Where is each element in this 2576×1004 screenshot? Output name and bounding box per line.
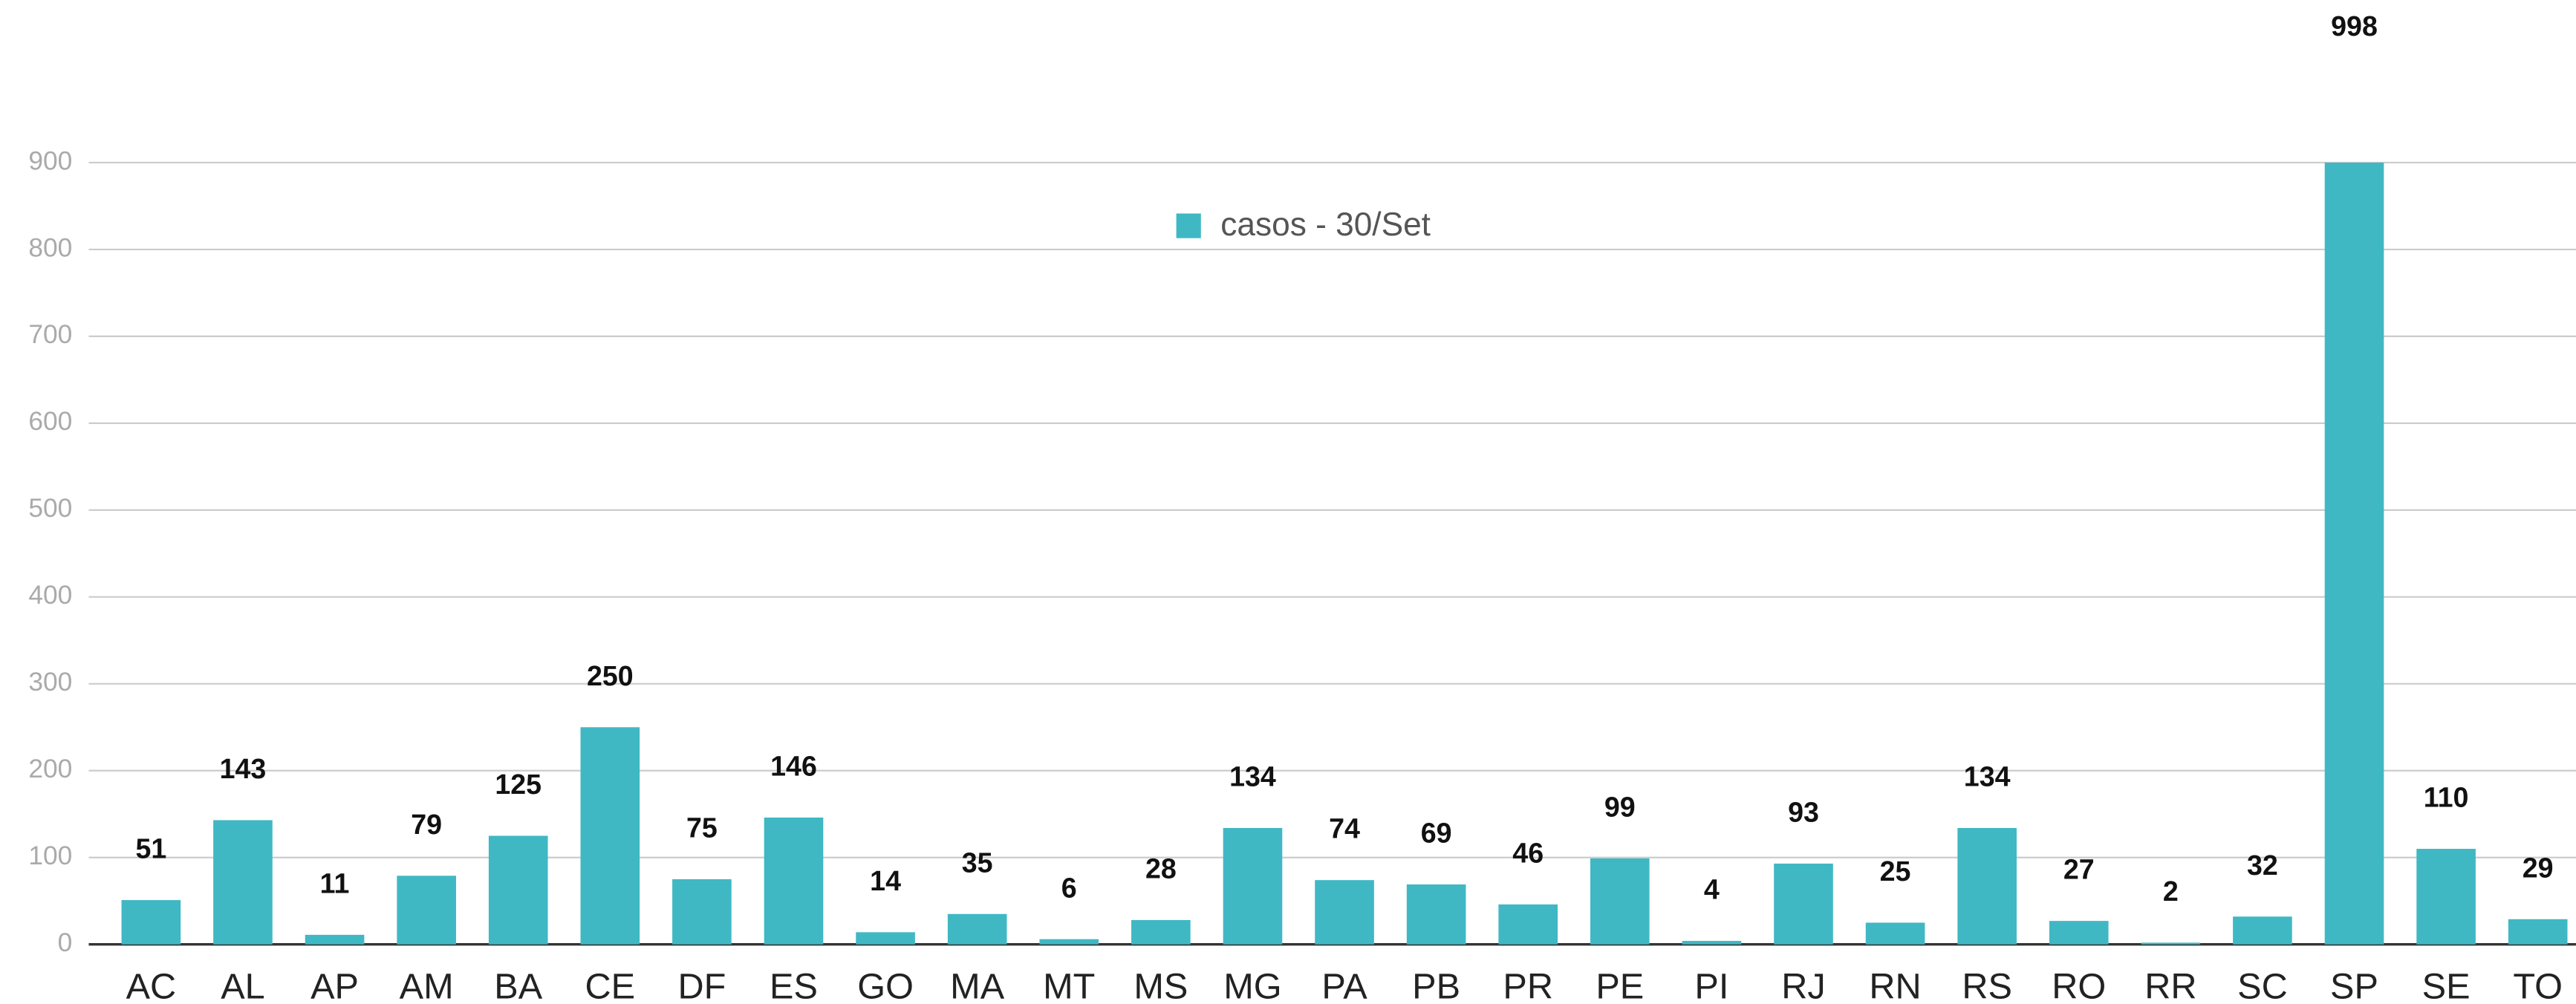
bar bbox=[213, 820, 273, 945]
value-label: 25 bbox=[1880, 855, 1911, 887]
x-tick-label: SC bbox=[2237, 966, 2288, 1004]
bar bbox=[672, 878, 732, 945]
x-tick-label: ES bbox=[770, 966, 818, 1004]
x-tick-label: MG bbox=[1223, 966, 1281, 1004]
bar bbox=[1774, 863, 1833, 945]
bar bbox=[2049, 921, 2109, 945]
x-tick-label: AL bbox=[221, 966, 265, 1004]
value-label: 79 bbox=[411, 809, 442, 840]
y-tick-label: 900 bbox=[28, 146, 72, 175]
y-tick-label: 400 bbox=[28, 581, 72, 610]
value-label: 69 bbox=[1421, 818, 1452, 849]
bar bbox=[1315, 880, 1374, 945]
bar bbox=[1957, 827, 2017, 945]
y-tick-label: 700 bbox=[28, 320, 72, 349]
value-label: 4 bbox=[1704, 874, 1720, 905]
x-tick-label: MA bbox=[950, 966, 1005, 1004]
value-label: 998 bbox=[2331, 10, 2378, 42]
value-label: 51 bbox=[135, 833, 166, 864]
value-label: 110 bbox=[2424, 782, 2469, 813]
bar bbox=[2508, 919, 2568, 945]
x-tick-label: PR bbox=[1503, 966, 1553, 1004]
x-tick-label: RO bbox=[2052, 966, 2106, 1004]
value-label: 143 bbox=[220, 753, 267, 784]
x-tick-label: PE bbox=[1596, 966, 1644, 1004]
y-tick-label: 500 bbox=[28, 494, 72, 523]
x-tick-label: MT bbox=[1043, 966, 1095, 1004]
bar bbox=[488, 835, 548, 945]
bar bbox=[1682, 941, 1742, 945]
value-label: 99 bbox=[1604, 791, 1636, 822]
x-tick-label: RR bbox=[2144, 966, 2196, 1004]
value-label: 75 bbox=[686, 812, 718, 844]
value-label: 14 bbox=[870, 865, 901, 896]
value-label: 134 bbox=[1229, 761, 1276, 792]
bar bbox=[856, 932, 915, 945]
y-tick-label: 0 bbox=[58, 928, 73, 957]
value-label: 146 bbox=[770, 751, 817, 782]
bar bbox=[397, 876, 456, 945]
x-tick-label: PA bbox=[1321, 966, 1367, 1004]
bar bbox=[764, 817, 824, 945]
x-tick-label: DF bbox=[677, 966, 726, 1004]
x-tick-label: RJ bbox=[1781, 966, 1825, 1004]
value-label: 28 bbox=[1145, 853, 1177, 884]
bar bbox=[305, 934, 365, 945]
x-tick-label: RS bbox=[1962, 966, 2012, 1004]
value-label: 125 bbox=[495, 769, 541, 800]
bar bbox=[2416, 849, 2476, 945]
y-tick-label: 300 bbox=[28, 668, 72, 697]
value-label: 134 bbox=[1964, 761, 2011, 792]
x-tick-label: AP bbox=[310, 966, 359, 1004]
legend-swatch bbox=[1176, 213, 1201, 238]
value-label: 27 bbox=[2063, 854, 2095, 885]
bar bbox=[1590, 858, 1650, 945]
bar bbox=[121, 900, 181, 945]
x-tick-label: GO bbox=[857, 966, 914, 1004]
y-tick-label: 600 bbox=[28, 407, 72, 436]
y-tick-label: 200 bbox=[28, 754, 72, 783]
x-tick-label: TO bbox=[2513, 966, 2563, 1004]
x-tick-label: AC bbox=[126, 966, 177, 1004]
value-label: 29 bbox=[2523, 852, 2554, 883]
value-label: 11 bbox=[320, 867, 350, 899]
x-tick-label: BA bbox=[494, 966, 542, 1004]
value-label: 250 bbox=[587, 660, 634, 691]
value-label: 35 bbox=[962, 847, 993, 878]
value-label: 32 bbox=[2247, 850, 2278, 881]
labels: 0 100 200 300 400 500 600 700 800 900 casos - 30/S… bbox=[28, 10, 2563, 1004]
value-label: 2 bbox=[2163, 876, 2179, 907]
x-tick-label: AM bbox=[400, 966, 454, 1004]
bar bbox=[580, 727, 640, 945]
x-tick-label: PB bbox=[1412, 966, 1460, 1004]
value-label: 6 bbox=[1061, 872, 1077, 903]
bar bbox=[1223, 827, 1283, 945]
bar bbox=[1406, 884, 1466, 945]
bars bbox=[121, 162, 2568, 945]
value-label: 74 bbox=[1329, 813, 1360, 844]
x-tick-label: SE bbox=[2422, 966, 2471, 1004]
x-tick-label: PI bbox=[1694, 966, 1728, 1004]
bar bbox=[2324, 162, 2384, 945]
bar bbox=[2233, 916, 2292, 945]
bar bbox=[1039, 939, 1099, 945]
y-tick-label: 100 bbox=[28, 841, 72, 870]
bar bbox=[947, 913, 1007, 945]
legend-label: casos - 30/Set bbox=[1220, 206, 1431, 243]
bar bbox=[2141, 942, 2201, 945]
x-tick-label: CE bbox=[585, 966, 636, 1004]
x-tick-label: MS bbox=[1133, 966, 1188, 1004]
bar bbox=[1498, 904, 1558, 945]
bar bbox=[1131, 919, 1191, 945]
x-tick-label: SP bbox=[2330, 966, 2378, 1004]
x-tick-label: RN bbox=[1869, 966, 1921, 1004]
y-tick-label: 800 bbox=[28, 233, 72, 262]
value-label: 93 bbox=[1788, 797, 1819, 828]
bar bbox=[1865, 922, 1925, 945]
value-label: 46 bbox=[1512, 837, 1544, 868]
